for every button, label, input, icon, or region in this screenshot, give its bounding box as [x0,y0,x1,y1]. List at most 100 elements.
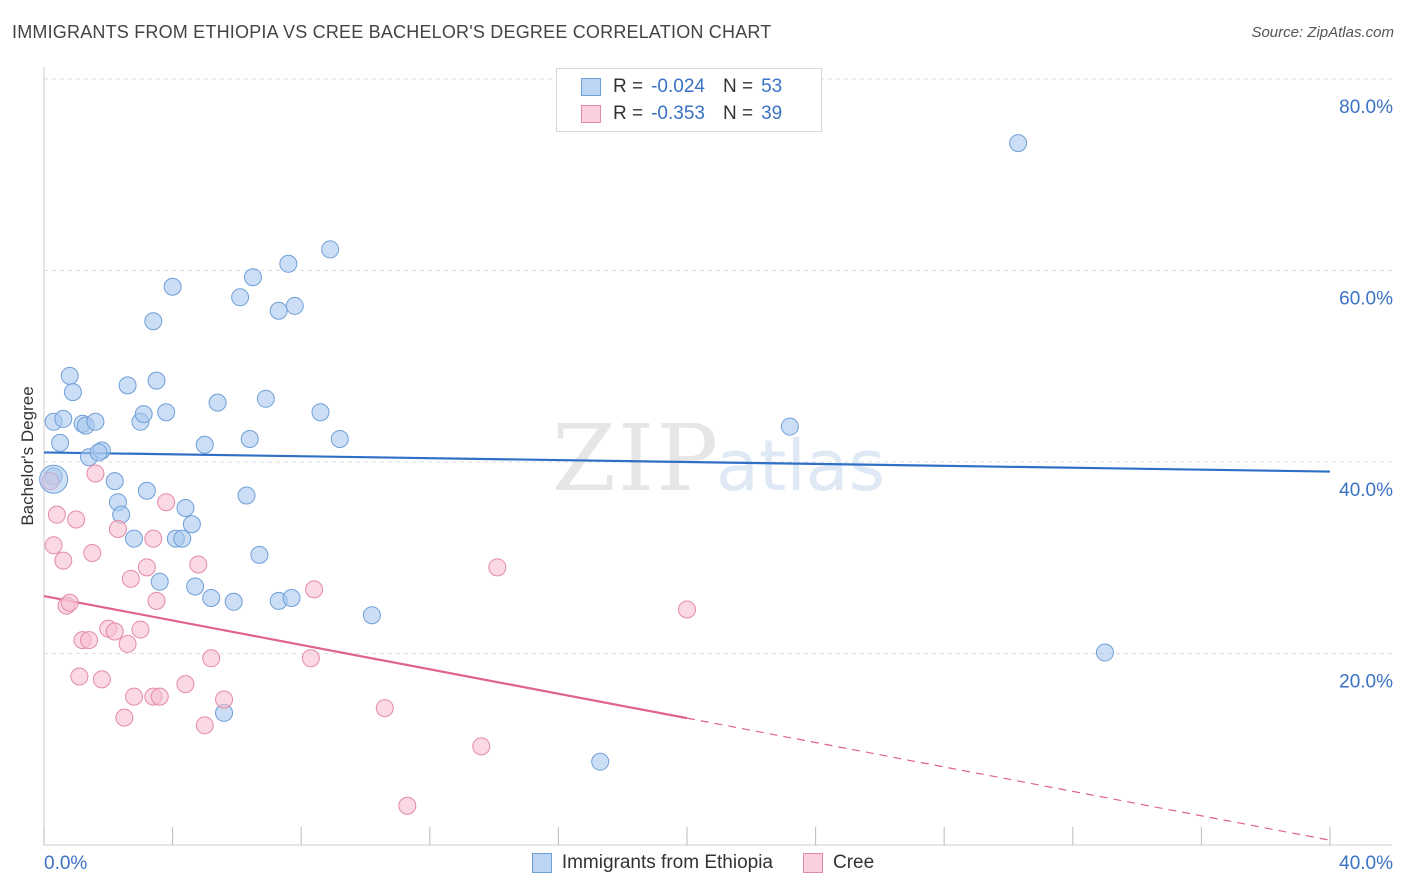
legend-swatch-blue [581,78,601,96]
point-ethiopia [157,403,176,422]
point-cree [60,593,79,612]
point-ethiopia [256,389,275,408]
point-ethiopia [240,430,259,449]
point-ethiopia [54,409,73,428]
point-ethiopia [182,515,201,534]
legend-swatch-pink [803,853,823,873]
point-cree [375,699,394,718]
point-ethiopia [186,577,205,596]
point-ethiopia [150,572,169,591]
point-cree [67,510,86,529]
data-points [39,134,1114,815]
point-ethiopia [202,588,221,607]
point-ethiopia [279,254,298,273]
point-cree [176,675,195,694]
point-ethiopia [311,403,330,422]
point-cree [125,687,144,706]
point-cree [70,667,89,686]
point-cree [108,520,127,539]
point-ethiopia [231,288,250,307]
legend-row-ethiopia: R = -0.024 N = 53 [581,75,782,99]
point-cree [189,555,208,574]
point-ethiopia [237,486,256,505]
point-ethiopia [780,417,799,436]
point-cree [44,536,63,555]
watermark-atlas: atlas [716,425,885,507]
y-tick-label: 20.0% [1339,672,1393,693]
point-cree [144,529,163,548]
point-cree [195,716,214,735]
point-cree [678,600,696,619]
point-cree [131,620,150,639]
point-cree [115,708,134,727]
legend-swatch-blue [531,853,552,873]
y-tick-label: 40.0% [1339,480,1393,501]
y-axis-label: Bachelor's Degree [18,386,37,526]
point-ethiopia [224,592,243,611]
point-cree [47,505,66,524]
x-tick-label: 0.0% [44,853,87,874]
legend-r-value: -0.353 [651,103,705,124]
point-cree [147,591,166,610]
point-ethiopia [208,393,227,412]
point-ethiopia-large [39,464,69,494]
point-ethiopia [173,529,192,548]
point-ethiopia [269,301,288,320]
point-ethiopia [243,268,262,287]
trend-line-dashed-1 [686,717,1331,841]
point-cree [488,558,507,577]
legend-n-label: N = [722,76,754,97]
tick-labels: 20.0% 40.0% 60.0% 80.0% 0.0% 40.0% [44,97,1393,874]
point-ethiopia [86,412,105,431]
point-ethiopia [285,296,304,315]
chart-title: IMMIGRANTS FROM ETHIOPIA VS CREE BACHELO… [12,22,772,42]
point-cree [215,690,234,709]
point-ethiopia [330,430,349,449]
point-cree [118,634,137,653]
point-ethiopia [134,405,153,424]
point-ethiopia [250,545,269,564]
watermark-zip: ZIP [552,405,720,512]
point-cree [472,737,491,756]
point-cree [54,551,73,570]
point-ethiopia [60,366,79,385]
point-ethiopia [195,435,214,454]
point-cree [86,464,105,483]
series-legend: Immigrants from Ethiopia Cree [0,852,1406,874]
grid-lines [44,78,1392,654]
point-ethiopia [176,498,195,517]
point-cree [157,493,176,512]
correlation-legend: R = -0.024 N = 53 R = -0.353 N = 39 [556,68,822,132]
point-ethiopia [1095,643,1114,662]
point-ethiopia [282,588,301,607]
point-cree [305,580,324,599]
x-tick-label: 40.0% [1339,853,1393,874]
point-cree [121,569,140,588]
point-ethiopia [137,481,156,500]
point-ethiopia [63,383,82,402]
y-tick-label: 60.0% [1339,289,1393,310]
legend-n-label: N = [722,103,754,124]
legend-label-cree: Cree [833,852,875,873]
legend-r-value: -0.024 [651,76,705,97]
legend-item-ethiopia: Immigrants from Ethiopia [531,852,773,874]
point-ethiopia [144,312,163,331]
legend-n-value: 53 [761,76,783,97]
point-cree [80,631,99,650]
legend-swatch-pink [581,105,601,123]
point-ethiopia [1009,134,1028,153]
legend-item-cree: Cree [803,852,874,874]
point-cree [105,622,124,641]
point-ethiopia [125,529,144,548]
point-cree [398,796,417,815]
point-ethiopia [321,240,340,259]
legend-r-label: R = [613,76,644,97]
point-cree [137,558,156,577]
point-ethiopia [591,752,610,771]
point-ethiopia [89,443,108,462]
point-ethiopia [51,433,70,452]
point-ethiopia [362,606,381,625]
trend-lines [43,451,1331,841]
trend-line-0 [43,451,1331,473]
